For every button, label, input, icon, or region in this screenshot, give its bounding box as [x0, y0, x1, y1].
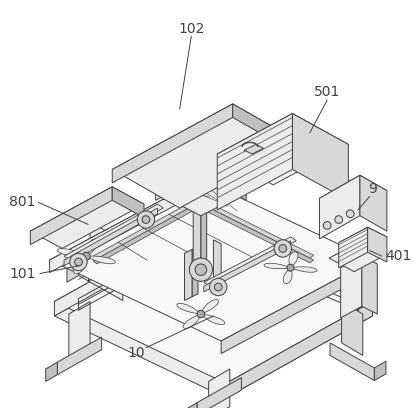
Polygon shape — [201, 169, 246, 200]
Text: 801: 801 — [10, 195, 36, 209]
Polygon shape — [221, 260, 372, 354]
Polygon shape — [30, 187, 112, 245]
Polygon shape — [192, 247, 198, 297]
Polygon shape — [90, 221, 111, 275]
Polygon shape — [290, 267, 317, 272]
Polygon shape — [197, 378, 242, 415]
Circle shape — [215, 283, 222, 291]
Circle shape — [195, 264, 207, 275]
Polygon shape — [320, 175, 360, 239]
Polygon shape — [177, 303, 201, 314]
Polygon shape — [78, 263, 123, 300]
Polygon shape — [86, 256, 115, 264]
Circle shape — [335, 216, 342, 223]
Polygon shape — [93, 200, 198, 259]
Polygon shape — [204, 237, 296, 286]
Circle shape — [323, 221, 331, 229]
Text: 401: 401 — [385, 249, 411, 263]
Polygon shape — [194, 198, 314, 258]
Text: 101: 101 — [10, 267, 36, 280]
Polygon shape — [93, 205, 198, 264]
Polygon shape — [368, 227, 387, 262]
Polygon shape — [54, 220, 201, 316]
Polygon shape — [64, 204, 164, 260]
Polygon shape — [57, 249, 86, 256]
Circle shape — [194, 163, 208, 176]
Polygon shape — [67, 263, 78, 282]
Polygon shape — [320, 175, 387, 214]
Polygon shape — [374, 361, 386, 381]
Polygon shape — [54, 220, 372, 384]
Circle shape — [274, 240, 291, 257]
Polygon shape — [329, 241, 387, 272]
Polygon shape — [362, 256, 377, 314]
Polygon shape — [204, 241, 290, 292]
Polygon shape — [342, 302, 363, 355]
Circle shape — [82, 252, 90, 260]
Polygon shape — [289, 252, 298, 268]
Polygon shape — [360, 175, 387, 231]
Text: 102: 102 — [178, 22, 205, 36]
Circle shape — [347, 210, 354, 218]
Polygon shape — [57, 337, 102, 375]
Text: 10: 10 — [127, 346, 145, 359]
Polygon shape — [30, 187, 144, 248]
Polygon shape — [193, 160, 201, 268]
Circle shape — [75, 258, 82, 266]
Polygon shape — [54, 234, 372, 398]
Circle shape — [137, 211, 155, 228]
Polygon shape — [233, 104, 300, 156]
Polygon shape — [201, 314, 225, 324]
Polygon shape — [46, 362, 57, 381]
Polygon shape — [64, 208, 158, 266]
Circle shape — [70, 253, 87, 271]
Polygon shape — [112, 187, 144, 218]
Polygon shape — [209, 369, 230, 416]
Polygon shape — [330, 343, 374, 381]
Polygon shape — [244, 144, 264, 154]
Polygon shape — [112, 104, 300, 208]
Polygon shape — [213, 240, 221, 287]
Text: 501: 501 — [314, 85, 340, 99]
Polygon shape — [339, 227, 387, 253]
Polygon shape — [73, 256, 86, 274]
Circle shape — [279, 245, 287, 253]
Polygon shape — [156, 169, 246, 216]
Polygon shape — [86, 239, 99, 256]
Polygon shape — [156, 169, 201, 200]
Polygon shape — [339, 227, 368, 268]
Circle shape — [210, 278, 227, 296]
Polygon shape — [49, 179, 201, 272]
Polygon shape — [264, 263, 290, 269]
Polygon shape — [293, 114, 348, 200]
Polygon shape — [112, 104, 233, 183]
Circle shape — [189, 258, 212, 281]
Circle shape — [287, 264, 294, 271]
Polygon shape — [49, 179, 372, 341]
Polygon shape — [341, 256, 362, 318]
Polygon shape — [186, 403, 197, 416]
Polygon shape — [283, 268, 292, 284]
Polygon shape — [194, 202, 314, 263]
Polygon shape — [201, 300, 219, 314]
Text: 9: 9 — [368, 182, 377, 196]
Polygon shape — [217, 114, 293, 210]
Polygon shape — [226, 302, 372, 398]
Polygon shape — [69, 302, 90, 365]
Circle shape — [197, 310, 205, 318]
Circle shape — [142, 216, 150, 223]
Polygon shape — [183, 314, 201, 328]
Polygon shape — [201, 160, 207, 266]
Polygon shape — [217, 114, 348, 185]
Polygon shape — [185, 250, 192, 300]
